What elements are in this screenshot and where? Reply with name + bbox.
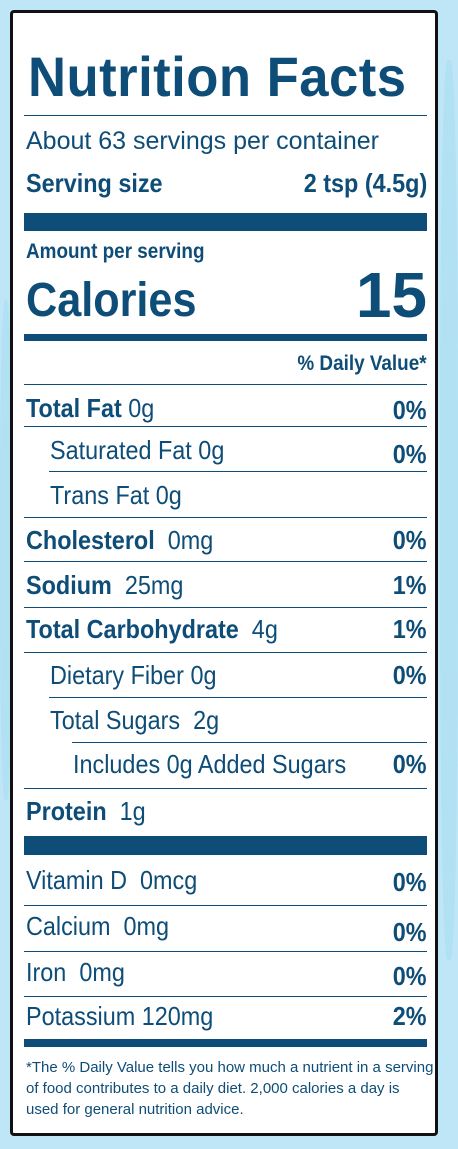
vitamin-dv: 0% [393,917,427,947]
daily-value-header: % Daily Value* [297,352,427,375]
nutrient-amount: 0g [198,435,225,465]
nutrient-amount: 25mg [124,570,184,600]
nutrient-dv: 0% [393,439,427,469]
nutrient-row-saturated-fat: Saturated Fat 0g [50,435,224,465]
nutrition-facts-label: Nutrition Facts About 63 servings per co… [10,10,438,1136]
divider [49,697,427,698]
divider [24,384,427,385]
background-streak [0,300,12,800]
nutrient-dv: 0% [393,660,427,690]
vitamin-amount: 0mcg [140,865,198,895]
nutrient-row-trans-fat: Trans Fat 0g [50,480,182,510]
nutrient-dv: 1% [393,614,427,644]
divider [49,471,427,472]
medium-divider [24,334,427,341]
thick-divider [24,836,427,855]
vitamin-amount: 0mg [79,957,125,987]
nutrient-name: Cholesterol [26,525,155,555]
divider [24,951,427,952]
vitamin-row-potassium: Potassium 120mg [26,1001,213,1031]
nutrient-amount: 0mg [167,525,214,555]
nutrient-row-total-sugars: Total Sugars 2g [50,705,219,735]
vitamin-amount: 120mg [141,1001,214,1031]
nutrient-row-total-carbohydrate: Total Carbohydrate 4g [26,614,278,644]
nutrient-name: Total Fat [26,393,122,423]
divider [72,742,427,743]
nutrient-dv: 1% [393,570,427,600]
vitamin-row-vitamin-d: Vitamin D 0mcg [26,865,197,895]
servings-per-container: About 63 servings per container [26,127,379,155]
serving-size-label: Serving size [26,168,163,198]
nutrient-amount: 0g [128,393,155,423]
nutrient-dv: 0% [393,395,427,425]
divider [24,607,427,608]
divider [24,788,427,789]
nutrient-name: Dietary Fiber [50,660,184,690]
divider [24,996,427,997]
nutrient-name: Total Carbohydrate [26,614,239,644]
divider [24,905,427,906]
vitamin-name: Iron [26,957,67,987]
nutrient-amount: 2g [193,705,220,735]
vitamin-row-calcium: Calcium 0mg [26,911,169,941]
divider [24,652,427,653]
nutrient-row-total-fat: Total Fat 0g [26,393,154,423]
nutrient-name: Sodium [26,570,112,600]
nutrient-name: Protein [26,796,107,826]
divider [24,517,427,518]
vitamin-amount: 0mg [123,911,170,941]
label-title: Nutrition Facts [28,45,407,108]
nutrient-dv: 0% [393,525,427,555]
vitamin-dv: 0% [393,867,427,897]
divider [24,115,427,116]
nutrient-amount: 0g [155,480,182,510]
background-streak [440,60,458,960]
label-content: Nutrition Facts About 63 servings per co… [24,13,433,1133]
nutrient-row-sodium: Sodium 25mg [26,570,183,600]
vitamin-name: Calcium [26,911,111,941]
nutrient-dv: 0% [393,749,427,779]
nutrient-amount: 4g [251,614,278,644]
thick-divider [24,213,427,231]
nutrient-row-protein: Protein 1g [26,796,146,826]
nutrient-row-added-sugars: Includes 0g Added Sugars [73,749,347,779]
nutrient-row-dietary-fiber: Dietary Fiber 0g [50,660,216,690]
daily-value-footnote: *The % Daily Value tells you how much a … [26,1059,434,1118]
vitamin-name: Potassium [26,1001,136,1031]
nutrient-amount: 0g [190,660,217,690]
medium-divider [24,1039,427,1047]
serving-size-value: 2 tsp (4.5g) [303,168,427,198]
calories-value: 15 [355,259,427,331]
divider [24,561,427,562]
nutrient-amount: 1g [119,796,146,826]
nutrient-name: Total Sugars [50,705,181,735]
nutrient-name: Saturated Fat [50,435,192,465]
nutrient-name: Trans Fat [50,480,150,510]
vitamin-row-iron: Iron 0mg [26,957,125,987]
calories-label: Calories [26,274,197,327]
vitamin-dv: 2% [393,1001,427,1031]
amount-per-serving: Amount per serving [26,240,205,263]
nutrient-row-cholesterol: Cholesterol 0mg [26,525,213,555]
vitamin-dv: 0% [393,961,427,991]
divider [24,426,427,427]
vitamin-name: Vitamin D [26,865,128,895]
